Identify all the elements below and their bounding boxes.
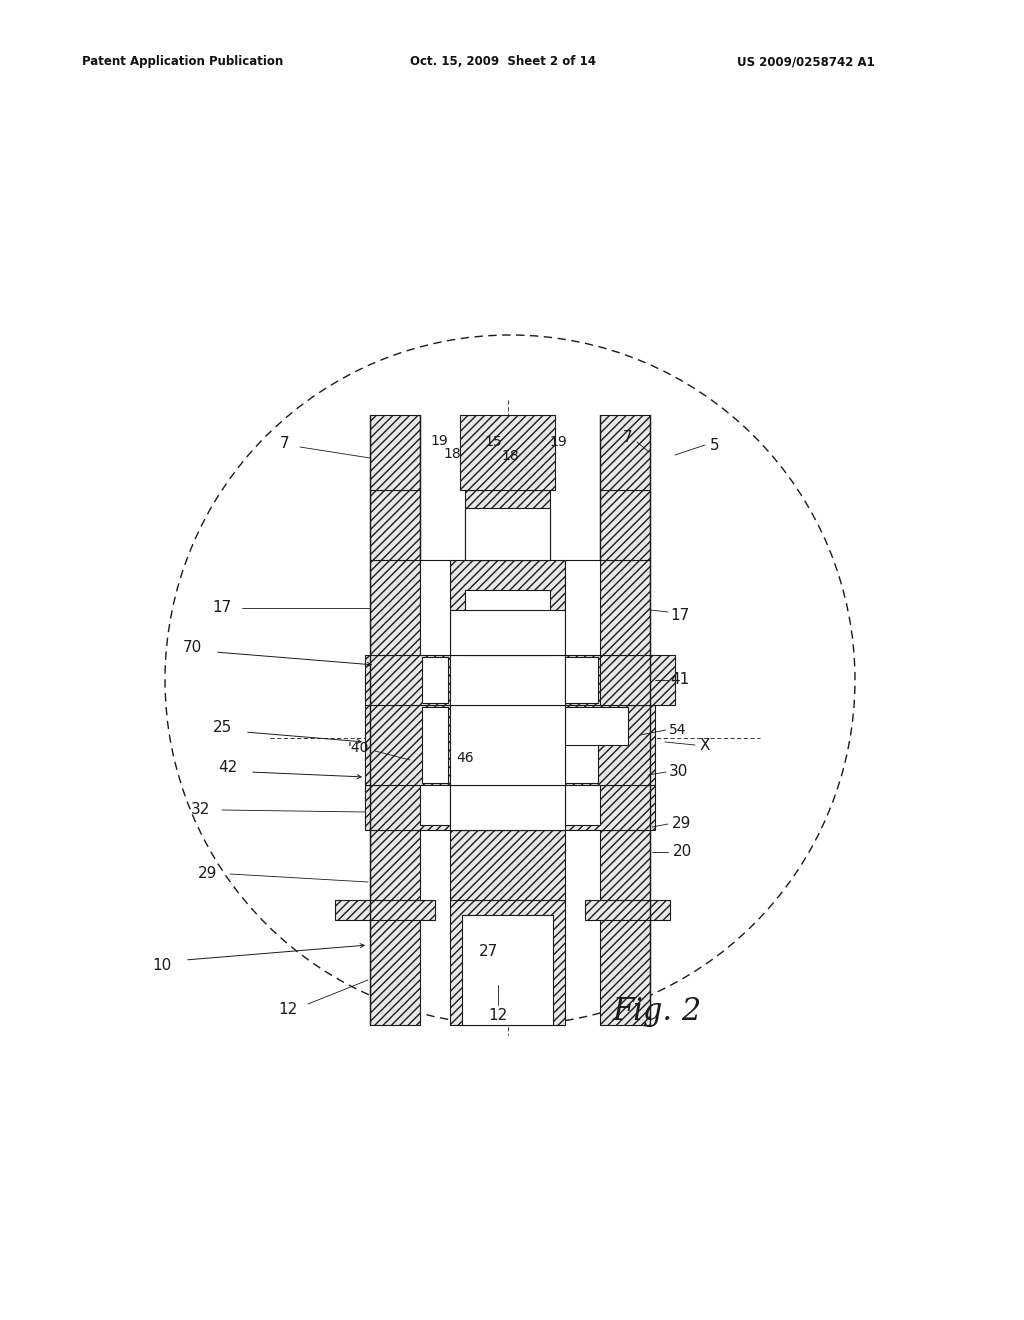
Bar: [585, 900, 670, 920]
Text: 30: 30: [669, 764, 688, 780]
Text: 7: 7: [624, 430, 633, 446]
Bar: [460, 414, 555, 490]
Bar: [565, 785, 600, 825]
Bar: [365, 785, 655, 830]
Text: 42: 42: [218, 760, 238, 776]
Bar: [600, 560, 650, 655]
Bar: [450, 900, 565, 1026]
Text: 29: 29: [673, 817, 691, 832]
Text: 5: 5: [711, 437, 720, 453]
Text: X: X: [699, 738, 711, 754]
Bar: [450, 785, 565, 830]
Text: 18: 18: [501, 449, 519, 463]
Text: 7: 7: [281, 437, 290, 451]
Bar: [422, 708, 449, 783]
Bar: [370, 900, 420, 1026]
Text: 19: 19: [549, 436, 567, 449]
Bar: [600, 414, 650, 490]
Text: 29: 29: [199, 866, 218, 882]
Bar: [465, 508, 550, 560]
Text: 10: 10: [153, 957, 172, 973]
Text: 70: 70: [182, 640, 202, 656]
Bar: [565, 743, 598, 783]
Bar: [600, 900, 650, 1026]
Bar: [422, 657, 449, 704]
Bar: [450, 830, 565, 900]
Bar: [450, 560, 565, 655]
Bar: [600, 830, 650, 900]
Text: 27: 27: [478, 945, 498, 960]
Text: 18: 18: [443, 447, 461, 461]
Bar: [450, 705, 565, 785]
Text: 12: 12: [279, 1002, 298, 1018]
Text: 41: 41: [671, 672, 689, 688]
Bar: [462, 915, 553, 1026]
Text: Fig. 2: Fig. 2: [612, 997, 701, 1027]
Bar: [370, 830, 420, 900]
Text: 25: 25: [212, 721, 231, 735]
Bar: [370, 560, 420, 655]
Text: 54: 54: [670, 723, 687, 737]
Text: 17: 17: [212, 601, 231, 615]
Bar: [370, 414, 420, 490]
Text: 20: 20: [673, 845, 691, 859]
Bar: [365, 705, 655, 785]
Text: 12: 12: [488, 1007, 508, 1023]
Text: US 2009/0258742 A1: US 2009/0258742 A1: [737, 55, 876, 69]
Text: '40: '40: [347, 741, 369, 755]
Text: 19: 19: [430, 434, 447, 447]
Bar: [420, 785, 450, 825]
Bar: [365, 655, 655, 705]
Bar: [600, 655, 675, 705]
Text: 32: 32: [190, 803, 210, 817]
Bar: [450, 655, 565, 705]
Text: Patent Application Publication: Patent Application Publication: [82, 55, 284, 69]
Text: 17: 17: [671, 607, 689, 623]
Bar: [565, 560, 600, 655]
Text: 46: 46: [456, 751, 474, 766]
Bar: [450, 610, 565, 655]
Bar: [335, 900, 435, 920]
Text: Oct. 15, 2009  Sheet 2 of 14: Oct. 15, 2009 Sheet 2 of 14: [410, 55, 596, 69]
Bar: [565, 708, 628, 744]
Bar: [370, 490, 420, 560]
Text: 15: 15: [484, 436, 502, 449]
Bar: [465, 590, 550, 655]
Bar: [465, 490, 550, 560]
Bar: [420, 560, 450, 655]
Bar: [600, 490, 650, 560]
Bar: [565, 657, 598, 704]
